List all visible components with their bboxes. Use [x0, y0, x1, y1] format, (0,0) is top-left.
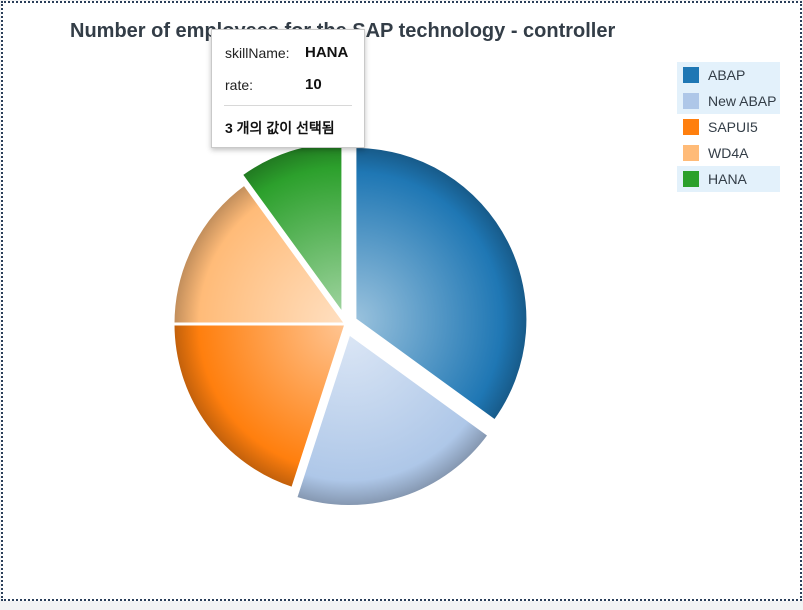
legend-label: WD4A	[708, 145, 749, 161]
pie-slice-wd4a[interactable]	[171, 182, 348, 326]
pie-slice-new-abap[interactable]	[294, 332, 491, 509]
legend-swatch	[683, 145, 699, 161]
legend-swatch	[683, 119, 699, 135]
legend-item-wd4a[interactable]: WD4A	[677, 140, 780, 166]
tooltip: skillName: HANA rate: 10 3 개의 값이 선택됨	[211, 29, 365, 148]
tooltip-name-value: HANA	[305, 44, 349, 61]
tooltip-divider	[224, 105, 352, 106]
legend-item-new-abap[interactable]: New ABAP	[677, 88, 780, 114]
pie-slice-abap[interactable]	[353, 144, 530, 423]
legend: ABAP New ABAP SAPUI5 WD4A HANA	[677, 62, 780, 192]
legend-item-abap[interactable]: ABAP	[677, 62, 780, 88]
legend-swatch	[683, 171, 699, 187]
tooltip-rate-value: 10	[305, 76, 322, 93]
legend-label: SAPUI5	[708, 119, 758, 135]
tooltip-name-label: skillName:	[225, 45, 290, 61]
tooltip-rate-label: rate:	[225, 77, 254, 93]
legend-label: ABAP	[708, 67, 746, 83]
tooltip-selection-count: 3 개의 값이 선택됨	[225, 120, 335, 136]
legend-item-hana[interactable]: HANA	[677, 166, 780, 192]
pie-slice-sapui5[interactable]	[171, 322, 348, 491]
legend-label: HANA	[708, 171, 747, 187]
legend-item-sapui5[interactable]: SAPUI5	[677, 114, 780, 140]
legend-swatch	[683, 67, 699, 83]
legend-label: New ABAP	[708, 93, 777, 109]
legend-swatch	[683, 93, 699, 109]
